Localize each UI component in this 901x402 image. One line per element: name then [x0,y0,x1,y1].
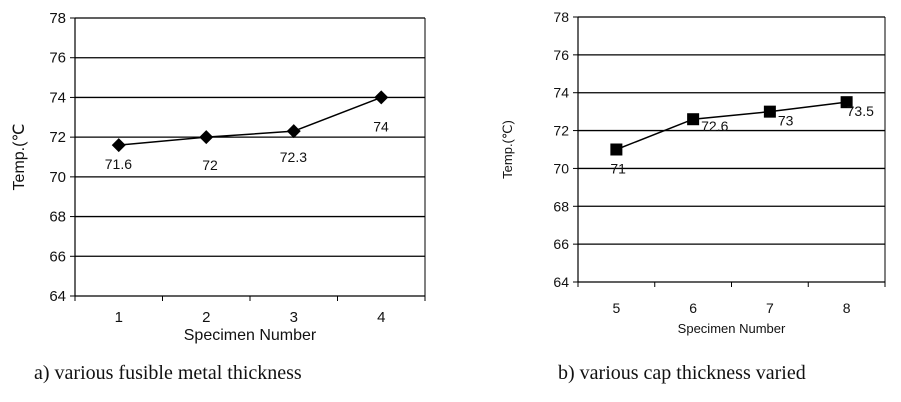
data-label: 73 [778,113,794,129]
y-tick-label: 78 [49,10,66,27]
data-point-diamond [111,138,126,153]
data-label: 72.6 [701,118,728,134]
y-tick-label: 72 [553,123,569,139]
data-point-diamond [374,90,389,105]
series-line [616,101,847,151]
y-tick-label: 64 [553,274,569,290]
data-point-square [610,143,623,156]
x-tick-label: 5 [612,300,620,316]
y-axis-title: Temp.(℃) [500,120,515,179]
y-tick-label: 66 [553,236,569,252]
x-tick-label: 7 [766,300,774,316]
x-tick-label: 1 [115,309,123,326]
data-label: 71 [610,161,626,177]
data-label: 73.5 [847,103,874,119]
y-tick-label: 78 [553,9,569,25]
y-tick-label: 66 [49,248,66,265]
x-tick-label: 3 [290,309,298,326]
y-tick-label: 76 [49,50,66,67]
data-point-square [763,105,776,118]
x-tick-label: 8 [843,300,851,316]
y-tick-label: 72 [49,129,66,146]
caption-b: b) various cap thickness varied [558,362,806,384]
y-axis-title: Temp.(℃ [11,124,28,191]
data-point-square [687,113,700,126]
data-point-square [840,96,853,109]
y-tick-label: 70 [553,160,569,176]
data-label: 74 [373,118,389,134]
data-point-diamond [286,124,301,139]
x-tick-label: 4 [377,309,385,326]
caption-a: a) various fusible metal thickness [34,362,302,384]
chart-a-group: 64 66 68 70 72 74 76 78 1 2 3 4 Specimen Number Temp.… [11,10,426,344]
data-label: 71.6 [105,156,132,172]
y-tick-label: 64 [49,288,66,305]
y-tick-label: 68 [553,198,569,214]
y-tick-label: 68 [49,209,66,226]
y-tick-label: 76 [553,47,569,63]
y-tick-label: 74 [553,85,569,101]
x-tick-label: 6 [689,300,697,316]
x-tick-label: 2 [202,309,210,326]
data-label: 72 [202,157,218,173]
data-point-diamond [199,130,214,145]
x-axis-title: Specimen Number [184,327,317,344]
data-label: 72.3 [280,149,307,165]
x-axis-title: Specimen Number [678,321,786,336]
y-tick-label: 74 [49,89,66,106]
series-line [118,96,382,146]
y-tick-label: 70 [49,169,66,186]
